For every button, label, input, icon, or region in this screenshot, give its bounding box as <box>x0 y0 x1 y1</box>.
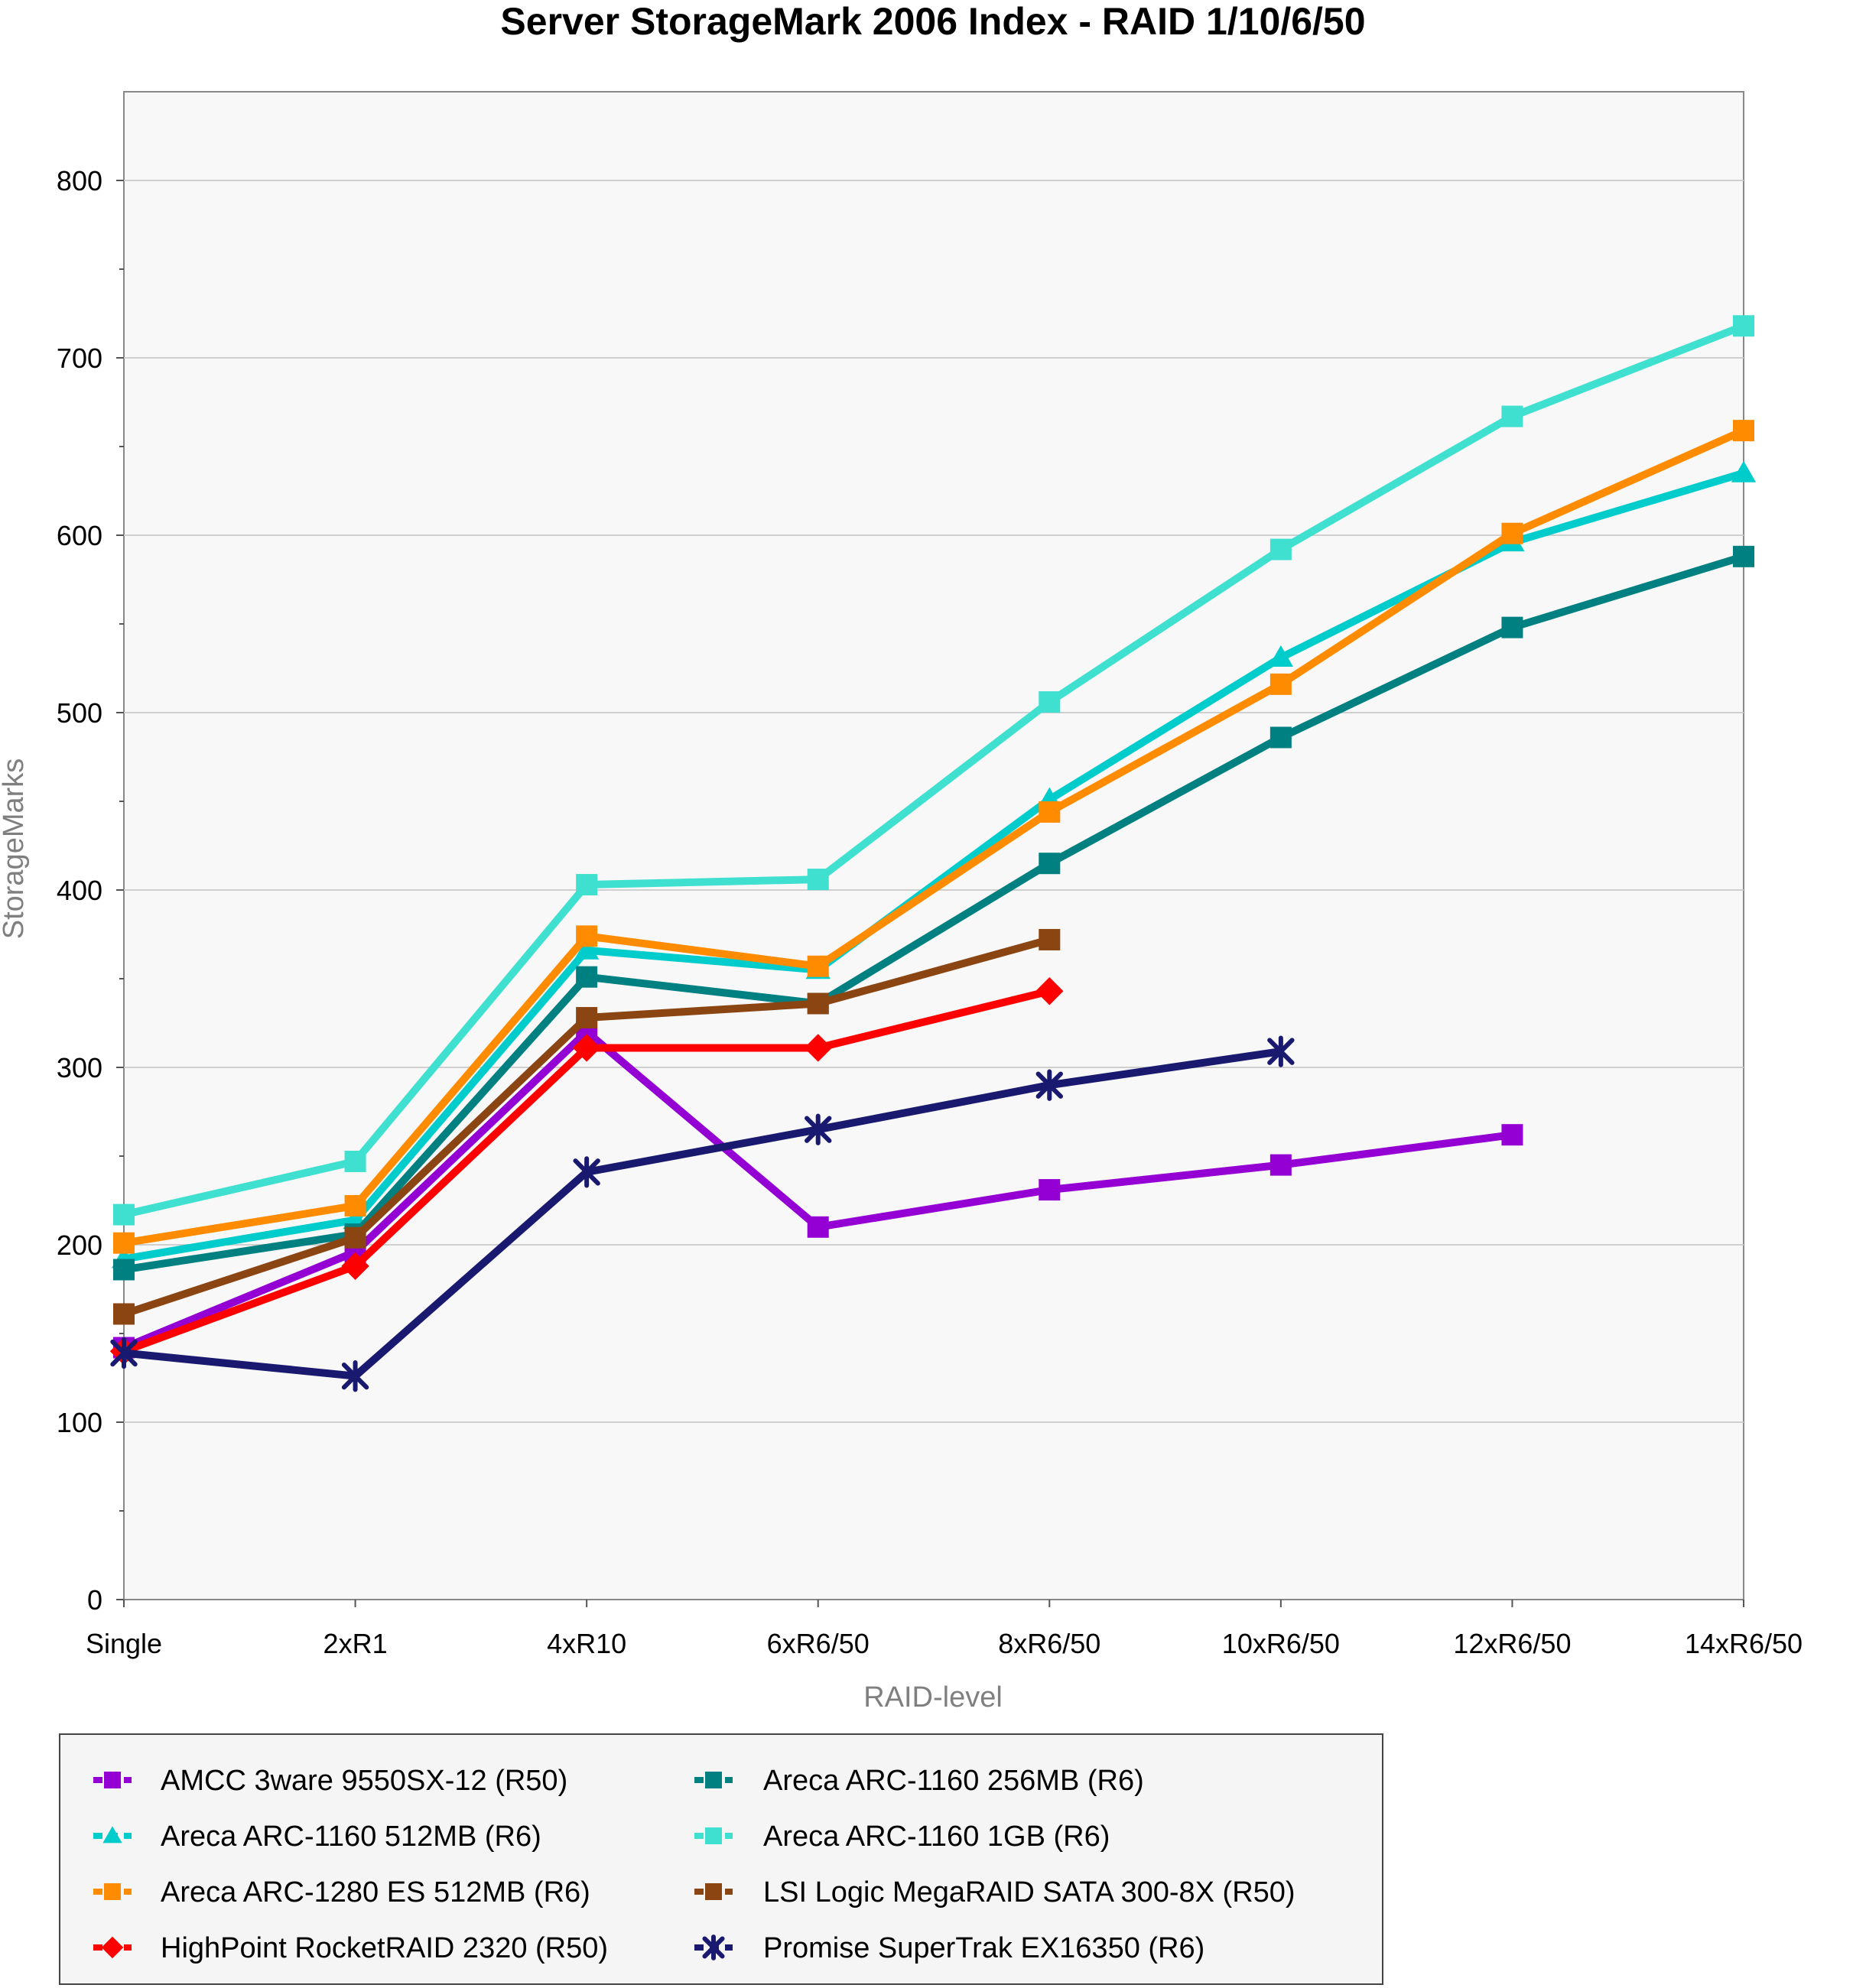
legend-marker <box>702 1934 725 1960</box>
plot-area <box>123 91 1744 1600</box>
data-point-areca-arc-1160-1gb-r6 <box>1039 691 1061 713</box>
y-tick-label: 0 <box>87 1584 102 1616</box>
x-tick-label: 4xR10 <box>547 1628 626 1659</box>
chart-title: Server StorageMark 2006 Index - RAID 1/1… <box>500 0 1365 43</box>
data-point-lsi-logic-megaraid-sata-300-8x-r50 <box>1039 928 1061 950</box>
legend-marker <box>101 1936 124 1959</box>
data-point-areca-arc-1160-1gb-r6 <box>113 1204 135 1226</box>
y-tick-label: 100 <box>57 1407 102 1438</box>
series-line-areca-arc-1280-es-512mb-r6 <box>123 427 1746 1247</box>
data-point-areca-arc-1160-1gb-r6 <box>344 1150 366 1172</box>
data-point-areca-arc-1280-es-512mb-r6 <box>807 955 829 977</box>
legend-marker <box>705 1827 722 1844</box>
data-point-highpoint-rocketraid-2320-r50 <box>804 1034 832 1062</box>
legend: AMCC 3ware 9550SX-12 (R50) Areca ARC-1160… <box>93 1765 1295 1964</box>
axes: 0 100 200 300 400 500 600 700 800 Single 2xR1 4xR10… <box>57 165 1803 1659</box>
data-point-areca-arc-1160-512mb-r6 <box>574 937 600 960</box>
x-tick-label: 2xR1 <box>323 1628 388 1659</box>
data-point-areca-arc-1280-es-512mb-r6 <box>1733 420 1754 442</box>
x-tick-label: 8xR6/50 <box>998 1628 1100 1659</box>
y-tick-label: 300 <box>57 1052 102 1083</box>
data-point-lsi-logic-megaraid-sata-300-8x-r50 <box>576 1007 598 1029</box>
data-point-areca-arc-1160-512mb-r6 <box>1731 460 1757 482</box>
y-tick-label: 700 <box>57 343 102 374</box>
data-point-areca-arc-1280-es-512mb-r6 <box>113 1232 135 1254</box>
y-tick-label: 800 <box>57 165 102 197</box>
data-point-lsi-logic-megaraid-sata-300-8x-r50 <box>807 992 829 1015</box>
data-point-areca-arc-1160-1gb-r6 <box>576 874 598 896</box>
x-tick-label: 12xR6/50 <box>1453 1628 1571 1659</box>
y-tick-label: 200 <box>57 1230 102 1261</box>
data-point-areca-arc-1160-1gb-r6 <box>1501 405 1523 427</box>
data-point-promise-supertrak-ex16350-r6 <box>573 1156 600 1188</box>
legend-label: Areca ARC-1160 1GB (R6) <box>763 1821 1110 1853</box>
legend-label: LSI Logic MegaRAID SATA 300-8X (R50) <box>763 1876 1295 1908</box>
x-tick-label: 14xR6/50 <box>1685 1628 1803 1659</box>
legend-label: Areca ARC-1160 256MB (R6) <box>763 1765 1144 1797</box>
data-point-areca-arc-1280-es-512mb-r6 <box>1039 801 1061 823</box>
data-point-amcc-3ware-9550sx-12-r50 <box>1039 1179 1061 1201</box>
data-point-promise-supertrak-ex16350-r6 <box>805 1113 832 1145</box>
legend-marker <box>104 1883 121 1900</box>
x-tick-label: 6xR6/50 <box>767 1628 870 1659</box>
data-point-areca-arc-1160-256mb-r6 <box>1269 726 1292 749</box>
data-point-areca-arc-1280-es-512mb-r6 <box>1269 673 1292 695</box>
data-point-areca-arc-1160-1gb-r6 <box>807 869 829 891</box>
data-point-highpoint-rocketraid-2320-r50 <box>341 1252 369 1281</box>
series-line-promise-supertrak-ex16350-r6 <box>123 1048 1282 1380</box>
data-point-promise-supertrak-ex16350-r6 <box>341 1360 369 1392</box>
data-point-areca-arc-1160-256mb-r6 <box>1039 853 1061 875</box>
data-point-areca-arc-1160-1gb-r6 <box>1269 538 1292 560</box>
legend-label: AMCC 3ware 9550SX-12 (R50) <box>161 1765 567 1797</box>
data-point-areca-arc-1160-1gb-r6 <box>1733 315 1754 337</box>
legend-label: HighPoint RocketRAID 2320 (R50) <box>161 1932 608 1964</box>
data-point-promise-supertrak-ex16350-r6 <box>1267 1035 1295 1067</box>
data-point-areca-arc-1160-256mb-r6 <box>576 966 598 988</box>
series-group <box>109 315 1757 1392</box>
data-point-lsi-logic-megaraid-sata-300-8x-r50 <box>113 1303 135 1325</box>
x-tick-label: Single <box>86 1628 162 1659</box>
data-point-areca-arc-1280-es-512mb-r6 <box>1501 522 1523 544</box>
data-point-highpoint-rocketraid-2320-r50 <box>572 1034 601 1062</box>
x-axis-label: RAID-level <box>863 1681 1003 1714</box>
data-point-promise-supertrak-ex16350-r6 <box>1035 1069 1063 1101</box>
data-point-highpoint-rocketraid-2320-r50 <box>1035 977 1064 1005</box>
data-point-areca-arc-1160-256mb-r6 <box>113 1259 135 1281</box>
legend-marker <box>104 1772 121 1788</box>
x-tick-label: 10xR6/50 <box>1222 1628 1340 1659</box>
data-point-lsi-logic-megaraid-sata-300-8x-r50 <box>344 1226 366 1249</box>
legend-marker <box>102 1826 122 1843</box>
legend-label: Areca ARC-1280 ES 512MB (R6) <box>161 1876 590 1908</box>
y-tick-label: 600 <box>57 520 102 551</box>
series-line-areca-arc-1160-1gb-r6 <box>122 322 1745 1219</box>
y-tick-label: 400 <box>57 875 102 906</box>
data-point-areca-arc-1160-512mb-r6 <box>1268 645 1293 667</box>
data-point-areca-arc-1160-256mb-r6 <box>1733 545 1754 567</box>
data-point-areca-arc-1160-256mb-r6 <box>1501 616 1523 638</box>
data-point-promise-supertrak-ex16350-r6 <box>110 1337 138 1369</box>
data-point-amcc-3ware-9550sx-12-r50 <box>1269 1154 1292 1176</box>
data-point-areca-arc-1280-es-512mb-r6 <box>576 925 598 947</box>
data-point-amcc-3ware-9550sx-12-r50 <box>807 1216 829 1238</box>
data-point-areca-arc-1280-es-512mb-r6 <box>344 1194 366 1217</box>
data-point-amcc-3ware-9550sx-12-r50 <box>1501 1124 1523 1146</box>
series-line-areca-arc-1160-256mb-r6 <box>123 553 1745 1274</box>
legend-marker <box>705 1772 722 1788</box>
y-axis-label: StorageMarks <box>0 758 30 940</box>
gridlines <box>124 180 1744 1423</box>
legend-label: Areca ARC-1160 512MB (R6) <box>161 1821 541 1853</box>
y-tick-label: 500 <box>57 697 102 729</box>
legend-label: Promise SuperTrak EX16350 (R6) <box>763 1932 1204 1964</box>
legend-marker <box>705 1883 722 1900</box>
